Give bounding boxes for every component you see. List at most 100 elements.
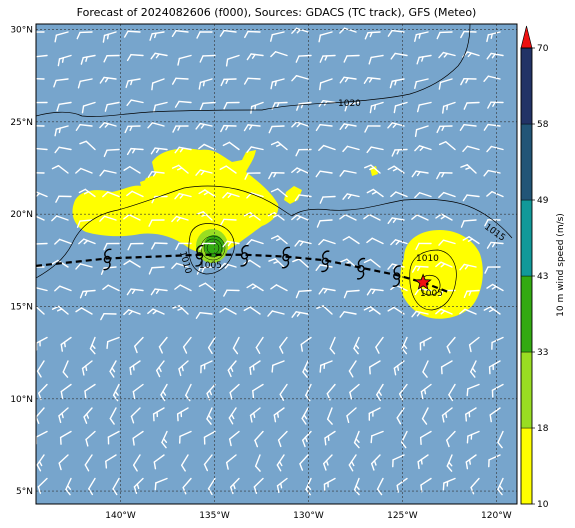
wind-barb — [376, 477, 384, 496]
wind-barb — [103, 242, 120, 251]
wind-barb — [99, 215, 117, 222]
wind-barb — [393, 360, 405, 376]
wind-barb — [220, 124, 237, 133]
wind-barb — [441, 407, 453, 423]
lon-tick-label: 130°W — [293, 511, 324, 521]
wind-barb — [102, 191, 120, 198]
wind-barb — [364, 125, 381, 133]
wind-barb — [446, 430, 456, 448]
wind-barbs — [36, 27, 504, 496]
wind-barb — [366, 146, 384, 154]
wind-barb — [270, 31, 285, 42]
wind-barb — [417, 454, 429, 470]
wind-barb — [171, 164, 189, 174]
wind-barb — [279, 336, 288, 354]
wind-barb — [185, 383, 192, 402]
wind-barb — [243, 124, 261, 132]
wind-barb — [387, 217, 405, 225]
wind-barb — [36, 266, 45, 268]
wind-barb — [348, 454, 357, 472]
wind-barb — [484, 266, 501, 274]
wind-barb — [195, 122, 213, 130]
wind-barb — [390, 239, 408, 246]
wind-barb — [132, 430, 144, 446]
wind-barb — [279, 383, 288, 401]
wind-barb — [199, 54, 216, 63]
wind-barb — [268, 258, 285, 268]
wind-barb — [390, 191, 408, 198]
wind-barb — [130, 407, 141, 424]
wind-barb — [84, 383, 96, 399]
wind-barb — [254, 430, 264, 448]
wind-barb — [36, 286, 48, 294]
wind-barb — [326, 407, 333, 425]
wind-barb — [126, 288, 144, 296]
wind-barb — [196, 211, 213, 221]
wind-barb — [171, 262, 189, 270]
wind-barb — [488, 454, 501, 468]
wind-barb — [220, 78, 237, 87]
wind-barb — [460, 219, 477, 228]
isobar-label-1005-east: 1005 — [420, 289, 443, 299]
wind-barb — [291, 27, 309, 34]
wind-barb — [160, 383, 168, 402]
current-position-star — [414, 273, 432, 290]
wind-barb — [349, 383, 360, 400]
wind-barb — [442, 101, 456, 114]
wind-barb — [401, 336, 408, 355]
wind-barb — [51, 305, 69, 315]
wind-barb — [254, 454, 261, 472]
wind-barb — [369, 101, 384, 114]
wind-barb — [390, 52, 408, 60]
wind-barb — [300, 336, 312, 352]
wind-barb — [132, 454, 141, 472]
wind-barb — [199, 242, 216, 251]
wind-barb — [343, 54, 360, 63]
wind-barb — [174, 192, 192, 200]
wind-barb — [112, 383, 120, 402]
wind-area-west-small-1 — [284, 186, 302, 204]
wind-barb — [243, 306, 261, 315]
wind-barb — [301, 407, 309, 425]
isobar-1010-west — [188, 223, 235, 275]
wind-barb — [276, 477, 288, 494]
wind-barb — [76, 31, 93, 40]
wind-barb — [462, 194, 480, 202]
wind-barb — [319, 195, 336, 204]
wind-barb — [225, 454, 237, 470]
wind-barb — [295, 289, 312, 299]
wind-barb — [148, 219, 165, 227]
wind-barb — [219, 165, 237, 174]
wind-barb — [99, 169, 117, 177]
wind-barb — [129, 360, 141, 376]
map-frame — [35, 23, 518, 505]
wind-barb — [420, 477, 432, 493]
wind-barb — [104, 101, 120, 112]
wind-barb — [419, 430, 432, 445]
wind-barb — [178, 360, 189, 377]
wind-barb — [348, 360, 357, 378]
wind-barb — [36, 147, 48, 151]
wind-barb — [446, 454, 453, 472]
wind-barb — [459, 308, 477, 315]
wind-barb — [219, 218, 237, 226]
wind-barb — [414, 192, 432, 199]
wind-barb — [249, 360, 261, 376]
colorbar-extend-arrow — [520, 25, 533, 49]
wind-barb — [295, 148, 312, 157]
wind-barb — [196, 266, 213, 275]
isobar-label-1020: 1020 — [338, 99, 361, 109]
wind-barb — [81, 360, 93, 376]
wind-barb — [54, 125, 69, 137]
wind-barb — [255, 336, 264, 355]
wind-barb — [150, 52, 168, 60]
wind-barb — [420, 383, 432, 400]
wind-barb — [319, 54, 336, 63]
wind-barb — [227, 360, 237, 378]
wind-barb — [36, 305, 45, 315]
wind-barb — [440, 360, 453, 375]
wind-barb — [174, 284, 192, 292]
wind-barb — [339, 170, 357, 177]
tropical-storm-symbol — [281, 246, 291, 269]
wind-barb — [387, 165, 405, 174]
